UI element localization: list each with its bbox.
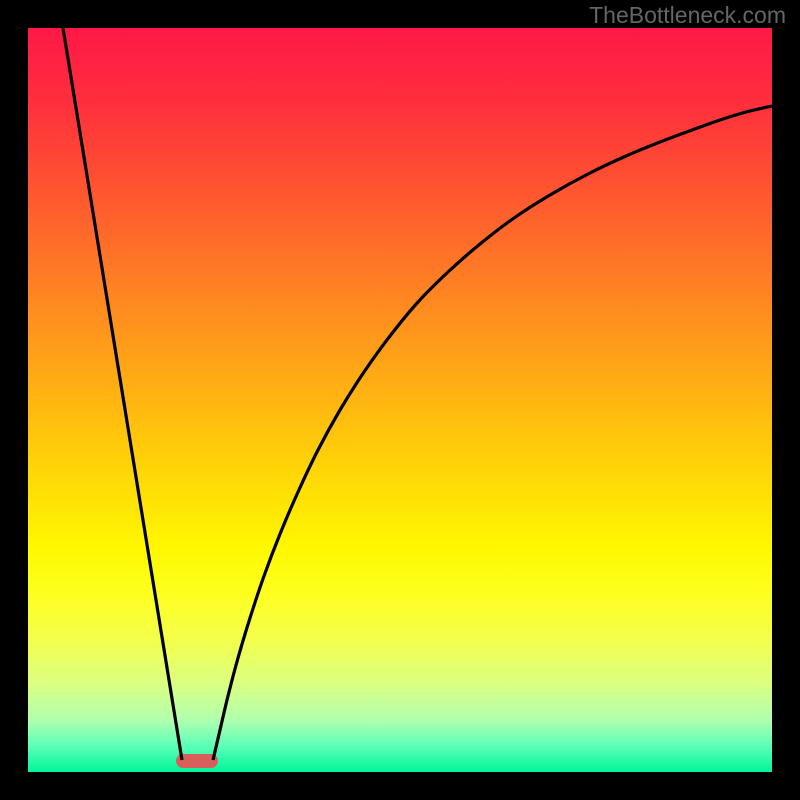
plot-background: [28, 28, 772, 772]
watermark-text: TheBottleneck.com: [589, 2, 786, 29]
bottleneck-chart: [0, 0, 800, 800]
chart-root: TheBottleneck.com: [0, 0, 800, 800]
